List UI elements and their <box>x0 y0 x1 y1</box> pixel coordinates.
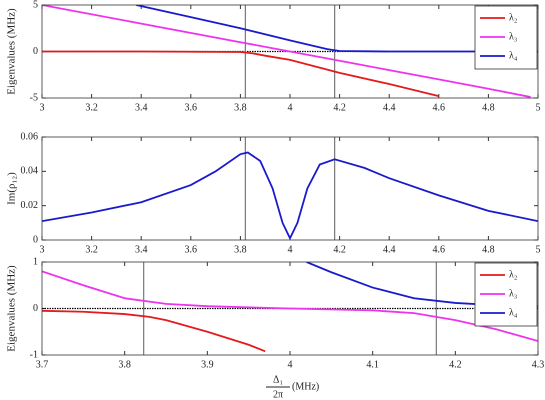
x-tick-label: 4.8 <box>482 102 495 113</box>
x-tick-label: 4 <box>288 244 293 255</box>
plot-area <box>42 5 538 98</box>
legend-label: λ₂ <box>509 12 517 23</box>
x-tick-label: 3 <box>40 102 45 113</box>
x-tick-label: 4.4 <box>383 102 396 113</box>
axes: 3 3.2 3.4 3.6 3.8 4 4.2 4.4 4.6 4.8 5 0 0.02 0.04 0.06… <box>6 131 541 255</box>
y-axis-label: Im(ρ₁₂) <box>6 172 18 205</box>
x-tick-label: 3.7 <box>36 359 49 370</box>
x-tick-label: 4.2 <box>449 359 462 370</box>
x-tick-label: 3.8 <box>234 244 247 255</box>
x-tick-label: 3.2 <box>85 244 98 255</box>
legend-label: λ₂ <box>509 269 517 280</box>
y-tick-label: 0 <box>33 234 38 245</box>
x-tick-label: 3 <box>40 244 45 255</box>
series-line <box>136 5 538 53</box>
axes-frame <box>41 261 539 356</box>
series-line <box>42 151 538 240</box>
axes-frame <box>41 4 539 99</box>
x-tick-label: 3.4 <box>135 102 148 113</box>
series-line <box>42 309 266 353</box>
y-tick-label: 0.04 <box>21 166 39 177</box>
axes-background <box>42 137 538 240</box>
y-axis-label: Eigenvalues (MHz) <box>6 8 18 95</box>
x-tick-label: 4.1 <box>366 359 379 370</box>
x-tick-label: 5 <box>536 102 541 113</box>
x-tick-label: 4.3 <box>532 359 545 370</box>
y-tick-label: 5 <box>33 0 38 10</box>
x-tick-label: 4.4 <box>383 244 396 255</box>
x-tick-label: 4 <box>288 102 293 113</box>
y-tick-label: 1 <box>33 256 38 267</box>
x-axis-label-denominator: 2π <box>273 389 283 400</box>
y-tick-label: 0 <box>33 303 38 314</box>
y-tick-label: 0.06 <box>21 131 39 142</box>
y-tick-label: 0.02 <box>21 200 39 211</box>
x-tick-label: 4.2 <box>333 244 346 255</box>
x-tick-label: 4.6 <box>433 244 446 255</box>
legend-label: λ₄ <box>509 307 518 318</box>
x-tick-label: 3.8 <box>118 359 131 370</box>
legend-label: λ₃ <box>509 31 517 42</box>
x-tick-label: 4.6 <box>433 102 446 113</box>
x-tick-label: 3.9 <box>201 359 214 370</box>
legend: λ₂ λ₃ λ₄ <box>474 5 538 70</box>
axes: 3 3.2 3.4 3.6 3.8 4 4.2 4.4 4.6 4.8 5 -5 0 5 Eigenvalu… <box>6 0 541 113</box>
x-tick-label: 3.6 <box>185 102 198 113</box>
x-axis-label-unit: (MHz) <box>292 381 319 392</box>
y-axis-label: Eigenvalues (MHz) <box>6 265 18 352</box>
legend: λ₂ λ₃ λ₄ <box>474 262 538 327</box>
x-tick-label: 4 <box>288 359 293 370</box>
y-tick-label: 0 <box>33 46 38 57</box>
x-tick-label: 3.6 <box>185 244 198 255</box>
plot-area <box>42 137 538 240</box>
y-tick-label: -5 <box>30 92 38 103</box>
x-tick-label: 3.2 <box>85 102 98 113</box>
x-tick-label: 4.8 <box>482 244 495 255</box>
legend-label: λ₃ <box>509 288 517 299</box>
legend-label: λ₄ <box>509 50 518 61</box>
x-axis-label-numerator: Δ₁ <box>273 374 283 385</box>
x-tick-label: 3.4 <box>135 244 148 255</box>
series-line <box>42 270 538 342</box>
x-tick-label: 4.2 <box>333 102 346 113</box>
axes: 3.7 3.8 3.9 4 4.1 4.2 4.3 -1 0 1 Eigenvalues (MHz)… <box>6 256 545 400</box>
x-tick-label: 3.8 <box>234 102 247 113</box>
x-tick-label: 5 <box>536 244 541 255</box>
series-line <box>42 50 440 98</box>
y-tick-label: -1 <box>30 349 38 360</box>
axes-frame <box>41 136 539 241</box>
series-line <box>42 5 531 98</box>
